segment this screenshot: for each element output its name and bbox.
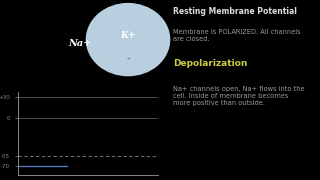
Text: +: + xyxy=(94,58,104,68)
Text: Membrane is POLARIZED. All channels
are closed.: Membrane is POLARIZED. All channels are … xyxy=(173,29,300,42)
Text: -: - xyxy=(126,53,130,63)
Text: K+: K+ xyxy=(120,31,136,40)
Text: Na+ channels open, Na+ flows into the
cell. Inside of membrane becomes
more posi: Na+ channels open, Na+ flows into the ce… xyxy=(173,86,304,106)
Text: Na+: Na+ xyxy=(68,39,92,48)
Text: Resting Membrane Potential: Resting Membrane Potential xyxy=(173,7,297,16)
Ellipse shape xyxy=(86,4,170,76)
Text: Depolarization: Depolarization xyxy=(173,59,247,68)
